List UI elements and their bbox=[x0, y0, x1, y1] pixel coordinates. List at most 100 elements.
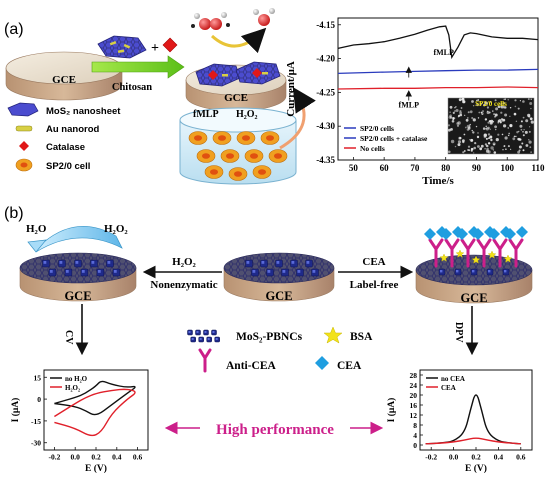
nanocube-highlight bbox=[199, 338, 202, 340]
inset-cell-dot bbox=[485, 128, 487, 130]
inset-cell-dot bbox=[528, 139, 530, 141]
cell-nucleus-icon bbox=[194, 135, 202, 141]
inset-cell-dot bbox=[471, 129, 473, 132]
cea-legend-icon bbox=[315, 356, 329, 370]
inset-cell-dot bbox=[494, 125, 497, 129]
nanocube-highlight bbox=[261, 261, 265, 264]
inset-cell-dot bbox=[519, 100, 522, 102]
inset-cell-dot bbox=[455, 106, 457, 108]
inset-cell-dot bbox=[472, 118, 476, 122]
nanocube-highlight bbox=[81, 270, 85, 273]
x-tick-label: 0.4 bbox=[494, 453, 504, 462]
inset-cell-dot bbox=[452, 111, 455, 114]
inset-cell-dot bbox=[467, 149, 470, 151]
inset-cell-dot bbox=[509, 107, 512, 109]
x-tick-label: 0.6 bbox=[133, 453, 143, 462]
nanocube-highlight bbox=[191, 338, 194, 340]
inset-cell-dot bbox=[477, 145, 480, 148]
inset-cell-dot bbox=[483, 135, 487, 139]
x-tick-label: 0.0 bbox=[71, 453, 81, 462]
inset-cell-dot bbox=[479, 147, 483, 151]
inset-cell-dot bbox=[529, 102, 533, 105]
nanocube-highlight bbox=[75, 261, 79, 264]
antibody-icon bbox=[508, 238, 524, 268]
fmlp-label-a: fMLP bbox=[193, 109, 219, 120]
bsa-icon bbox=[455, 249, 465, 258]
mos2-nanosheet-icon bbox=[97, 35, 147, 59]
bsa-legend-icon bbox=[323, 326, 343, 344]
antibody-icon bbox=[460, 238, 476, 268]
series-line-2 bbox=[54, 388, 136, 437]
legend-entry-a: SP2/0 cells bbox=[360, 124, 394, 133]
inset-cell-dot bbox=[504, 113, 508, 117]
inset-cell-dot bbox=[515, 120, 518, 123]
inset-cell-dot bbox=[500, 118, 504, 122]
inset-cell-dot bbox=[488, 137, 490, 140]
gce-label-center: GCE bbox=[265, 289, 292, 303]
y-tick-label: 15 bbox=[34, 373, 42, 382]
y-tick-label: -30 bbox=[31, 439, 41, 448]
inset-cell-dot bbox=[476, 135, 480, 139]
inset-cell-dot bbox=[516, 131, 519, 134]
cea-antigen-icon bbox=[424, 228, 436, 240]
inset-cell-dot bbox=[503, 124, 507, 128]
cell-nucleus-icon bbox=[234, 171, 242, 177]
inset-cell-dot bbox=[503, 145, 506, 147]
inset-cell-dot bbox=[471, 100, 474, 103]
y-axis-label: I (μA) bbox=[386, 398, 397, 423]
inset-cell-dot bbox=[477, 117, 480, 119]
cell-dish bbox=[179, 107, 297, 185]
x-axis-label: Time/s bbox=[422, 175, 454, 187]
inset-cell-dot bbox=[508, 132, 511, 135]
plot-frame bbox=[43, 369, 149, 451]
inset-cell-dot bbox=[486, 110, 489, 113]
gce-disk-bare: GCE bbox=[5, 51, 123, 101]
inset-cell-dot bbox=[514, 99, 517, 102]
cea-antigen-icon bbox=[440, 228, 452, 240]
annotation-fmlp-bottom: fMLP bbox=[399, 100, 420, 109]
legend-entry-dpv: CEA bbox=[441, 384, 456, 392]
nanocube-highlight bbox=[91, 261, 95, 264]
inset-cell-dot bbox=[518, 149, 521, 152]
inset-cell-dot bbox=[484, 101, 486, 104]
cea-antigen-icon bbox=[456, 228, 468, 240]
inset-cell-dot bbox=[451, 120, 455, 123]
inset-cell-dot bbox=[495, 128, 497, 131]
nanocube-highlight bbox=[291, 261, 295, 264]
inset-cell-dot bbox=[503, 98, 505, 100]
inset-cell-dot bbox=[485, 137, 488, 140]
inset-cell-dot bbox=[447, 124, 451, 127]
inset-cell-dot bbox=[494, 113, 498, 117]
x-axis-label: E (V) bbox=[85, 463, 107, 474]
dpv-label: DPV bbox=[453, 322, 464, 343]
inset-cell-dot bbox=[487, 150, 491, 154]
inset-cell-dot bbox=[461, 97, 465, 101]
legend-entry-dpv: no CEA bbox=[441, 375, 465, 383]
inset-cell-dot bbox=[500, 111, 503, 114]
inset-cell-dot bbox=[507, 99, 509, 101]
nanocube-highlight bbox=[246, 261, 250, 264]
inset-cell-dot bbox=[477, 99, 480, 101]
h2o-molecule-icon bbox=[253, 8, 275, 26]
inset-cell-dot bbox=[472, 105, 475, 107]
inset-cell-dot bbox=[473, 146, 477, 150]
inset-cell-dot bbox=[470, 147, 474, 151]
y-tick-label: 4 bbox=[413, 431, 417, 440]
x-tick-label: -0.2 bbox=[48, 453, 60, 462]
inset-cell-dot bbox=[502, 149, 504, 151]
chitosan-label: Chitosan bbox=[112, 82, 152, 93]
inset-cell-dot bbox=[454, 145, 457, 148]
high-performance-label: High performance bbox=[216, 422, 334, 438]
catalase-diamond-icon bbox=[162, 37, 178, 53]
inset-cell-dot bbox=[530, 151, 532, 154]
cell-nucleus-icon bbox=[242, 135, 250, 141]
curved-arrow bbox=[279, 86, 316, 150]
y-axis-label: Current/μA bbox=[285, 61, 297, 117]
nanocube-highlight bbox=[488, 270, 491, 273]
inset-cell-dot bbox=[483, 104, 486, 107]
inset-cell-dot bbox=[512, 137, 516, 141]
y-tick-label: 12 bbox=[410, 411, 418, 420]
nanocube-highlight bbox=[472, 270, 475, 273]
y-tick-label: -4.25 bbox=[316, 87, 335, 97]
inset-cell-dot bbox=[455, 109, 459, 112]
